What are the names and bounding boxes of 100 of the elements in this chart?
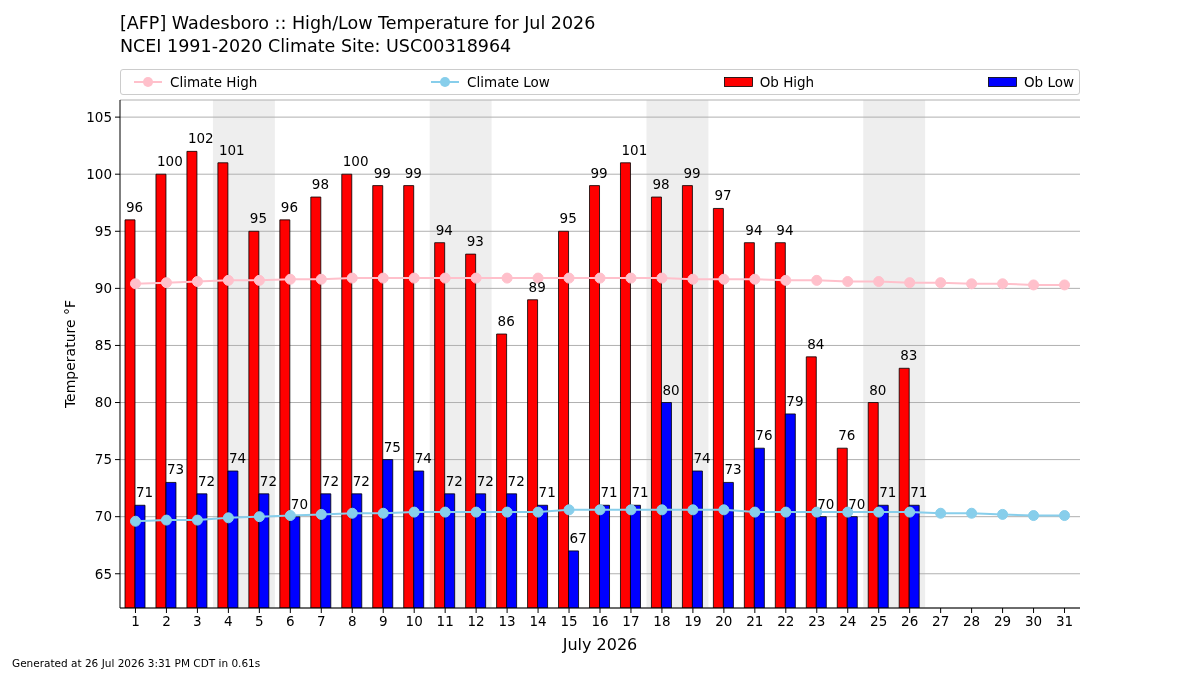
point [346,507,358,519]
data-label: 86 [497,313,515,330]
point [315,273,327,285]
chart-subtitle: NCEI 1991-2020 Climate Site: USC00318964 [120,36,512,56]
data-label: 80 [662,381,680,398]
point [656,504,668,516]
x-tick-label: 30 [1024,612,1043,629]
data-label: 72 [507,472,525,489]
point [1059,510,1071,522]
data-label: 101 [218,141,245,158]
point [160,277,172,289]
data-label: 95 [249,210,268,227]
data-label: 80 [869,381,887,398]
x-tick-label: 19 [684,612,702,629]
data-label: 99 [404,164,422,181]
x-tick-label: 10 [405,612,423,629]
point [439,506,451,518]
x-tick-label: 8 [347,612,357,629]
x-tick-label: 27 [932,612,950,629]
point [191,276,203,288]
point [439,272,451,284]
point [842,276,854,288]
point [284,273,296,285]
data-label: 72 [476,472,494,489]
data-label: 84 [807,335,825,352]
point [811,274,823,286]
data-label: 102 [187,130,214,147]
x-tick-label: 26 [901,612,919,629]
point [625,272,637,284]
y-tick-label: 65 [94,565,112,582]
point [129,278,141,290]
data-label: 101 [621,141,648,158]
data-label: 79 [786,392,804,409]
point [873,506,885,518]
data-label: 94 [776,221,794,238]
x-tick-label: 5 [255,612,264,629]
point [470,506,482,518]
point [966,278,978,290]
point [253,274,265,286]
point [501,272,513,284]
point [904,277,916,289]
point [191,514,203,526]
data-label: 71 [538,484,556,501]
x-tick-label: 17 [622,612,640,629]
point [687,504,699,516]
point [408,272,420,284]
y-tick-label: 95 [94,223,112,240]
point [408,506,420,518]
y-tick-label: 105 [86,108,112,125]
data-label: 71 [879,484,897,501]
point [997,508,1009,520]
y-tick-label: 100 [86,165,112,182]
point [1059,279,1071,291]
x-tick-label: 24 [839,612,857,629]
point [780,274,792,286]
point [935,507,947,519]
data-label: 74 [228,450,247,467]
point [129,515,141,527]
x-tick-label: 9 [378,612,388,629]
x-tick-label: 1 [131,612,140,629]
point [532,506,544,518]
legend-label: Climate High [170,74,258,90]
point [377,507,389,519]
x-tick-label: 4 [224,612,233,629]
point [625,504,637,516]
point [222,274,234,286]
point [594,504,606,516]
x-tick-label: 29 [993,612,1012,629]
point [687,273,699,285]
y-tick-label: 70 [94,508,112,525]
data-label: 70 [848,495,866,512]
x-axis-title: July 2026 [562,635,638,654]
point [253,511,265,523]
x-tick-label: 25 [870,612,888,629]
x-tick-label: 31 [1055,612,1074,629]
data-label: 75 [383,438,401,455]
y-tick-label: 80 [94,394,112,411]
text: Generated at 26 Jul 2026 3:31 PM CDT in 0.61s [12,657,261,669]
point [718,504,730,516]
point [1028,510,1040,522]
x-tick-label: 13 [498,612,516,629]
data-label: 70 [290,495,309,512]
point [563,272,575,284]
data-label: 71 [136,484,154,501]
point [377,272,389,284]
y-tick-label: 75 [94,451,112,468]
data-label: 100 [342,153,369,170]
legend-label: Ob Low [1023,74,1074,90]
x-tick-label: 7 [316,612,326,629]
data-label: 94 [435,221,453,238]
data-label: 95 [559,210,577,227]
point [1028,279,1040,291]
point [749,273,761,285]
x-tick-label: 15 [560,612,578,629]
x-tick-label: 20 [715,612,733,629]
legend-label: Ob High [759,74,815,90]
data-label: 94 [745,221,763,238]
data-label: 70 [817,495,835,512]
x-tick-label: 3 [193,612,202,629]
data-label: 73 [724,461,742,478]
